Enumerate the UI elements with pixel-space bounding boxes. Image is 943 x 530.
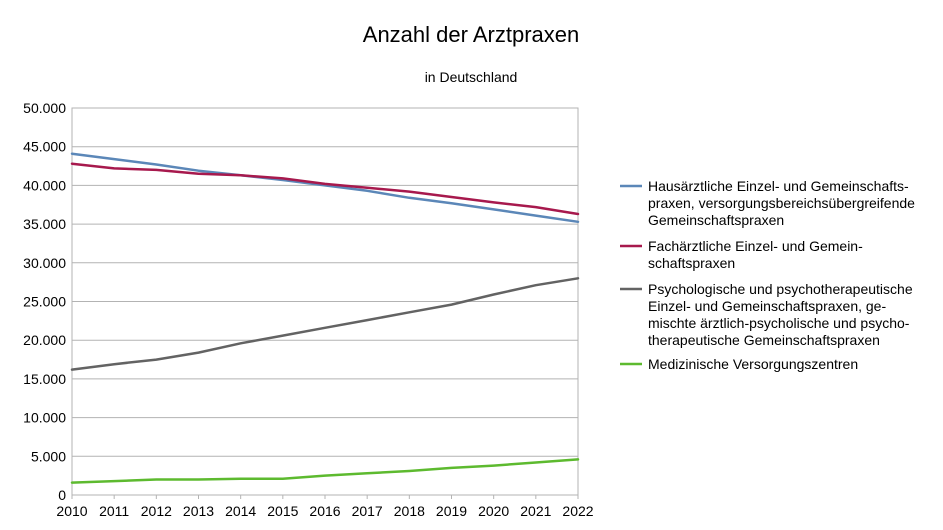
y-tick-label: 35.000 bbox=[23, 216, 66, 232]
series-line-3 bbox=[70, 277, 580, 371]
y-tick-label: 45.000 bbox=[23, 139, 66, 155]
chart-title: Anzahl der Arztpraxen bbox=[363, 22, 579, 47]
x-tick-label: 2020 bbox=[478, 503, 509, 519]
y-tick-label: 15.000 bbox=[23, 371, 66, 387]
x-tick-label: 2018 bbox=[394, 503, 425, 519]
y-tick-label: 10.000 bbox=[23, 410, 66, 426]
x-tick-label: 2022 bbox=[562, 503, 593, 519]
y-tick-label: 30.000 bbox=[23, 255, 66, 271]
x-tick-label: 2017 bbox=[352, 503, 383, 519]
x-tick-label: 2010 bbox=[56, 503, 87, 519]
x-tick-label: 2015 bbox=[267, 503, 298, 519]
x-tick-label: 2011 bbox=[99, 503, 129, 519]
series-line-1 bbox=[70, 152, 580, 224]
grid-lines bbox=[72, 107, 578, 496]
series-lines bbox=[70, 152, 580, 484]
y-tick-label: 25.000 bbox=[23, 294, 66, 310]
legend-label: Medizinische Versorgungszentren bbox=[648, 356, 858, 372]
series-line-2 bbox=[70, 162, 580, 216]
x-tick-label: 2021 bbox=[520, 503, 551, 519]
x-tick-label: 2014 bbox=[225, 503, 256, 519]
x-tick-label: 2012 bbox=[141, 503, 172, 519]
x-tick-label: 2019 bbox=[436, 503, 467, 519]
x-tick-label: 2016 bbox=[309, 503, 340, 519]
y-axis-ticks: 0 5.000 10.000 15.000 20.000 25.000 30.000 35.0… bbox=[23, 100, 66, 503]
series-line-4 bbox=[70, 458, 580, 484]
legend-label: Psychologische und psychotherapeutische E… bbox=[648, 281, 913, 348]
y-tick-label: 50.000 bbox=[23, 100, 66, 116]
y-tick-label: 5.000 bbox=[31, 448, 66, 464]
y-tick-label: 40.000 bbox=[23, 177, 66, 193]
y-tick-label: 20.000 bbox=[23, 332, 66, 348]
x-tick-label: 2013 bbox=[183, 503, 214, 519]
legend-label: Fachärztliche Einzel- und Gemein-schafts… bbox=[648, 238, 863, 271]
legend: Hausärztliche Einzel- und Gemeinschafts-… bbox=[620, 178, 915, 372]
chart-subtitle: in Deutschland bbox=[425, 69, 518, 85]
x-axis-ticks: 2010 2011 2012 2013 2014 2015 2016 2017 2018 2019… bbox=[56, 495, 594, 519]
legend-label: Hausärztliche Einzel- und Gemeinschafts-… bbox=[648, 178, 915, 228]
y-tick-label: 0 bbox=[58, 487, 66, 503]
